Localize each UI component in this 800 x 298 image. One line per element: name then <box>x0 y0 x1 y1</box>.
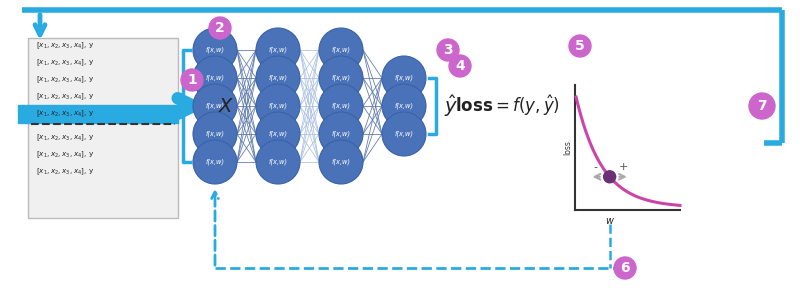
Circle shape <box>449 55 471 77</box>
Text: f(x,w): f(x,w) <box>206 47 225 53</box>
Text: 5: 5 <box>575 39 585 53</box>
Circle shape <box>319 140 363 184</box>
Circle shape <box>256 112 300 156</box>
Text: f(x,w): f(x,w) <box>206 131 225 137</box>
Circle shape <box>749 93 775 119</box>
Text: $\hat{y}$: $\hat{y}$ <box>444 93 458 119</box>
Circle shape <box>181 69 203 91</box>
Text: f(x,w): f(x,w) <box>331 131 350 137</box>
Circle shape <box>256 56 300 100</box>
Text: f(x,w): f(x,w) <box>331 47 350 53</box>
Circle shape <box>256 84 300 128</box>
Text: $\mathbf{loss}$$ = \mathit{f}(y, \hat{y})$: $\mathbf{loss}$$ = \mathit{f}(y, \hat{y}… <box>455 94 560 118</box>
Text: f(x,w): f(x,w) <box>394 103 414 109</box>
Circle shape <box>569 35 591 57</box>
Circle shape <box>193 56 237 100</box>
Text: +: + <box>619 162 628 172</box>
Text: f(x,w): f(x,w) <box>269 47 287 53</box>
Text: 7: 7 <box>757 99 767 113</box>
Text: $[x_1,x_2,x_3,x_4]$, y: $[x_1,x_2,x_3,x_4]$, y <box>36 41 94 51</box>
Text: 1: 1 <box>187 73 197 87</box>
Text: 4: 4 <box>455 59 465 73</box>
Text: f(x,w): f(x,w) <box>394 75 414 81</box>
Circle shape <box>256 28 300 72</box>
Text: $[x_1,x_2,x_3,x_4]$, y: $[x_1,x_2,x_3,x_4]$, y <box>36 167 94 177</box>
Text: f(x,w): f(x,w) <box>331 159 350 165</box>
Text: w: w <box>606 216 614 226</box>
Circle shape <box>319 84 363 128</box>
Text: f(x,w): f(x,w) <box>269 103 287 109</box>
Text: f(x,w): f(x,w) <box>206 75 225 81</box>
Text: $[x_1,x_2,x_3,x_4]$, y: $[x_1,x_2,x_3,x_4]$, y <box>36 92 94 102</box>
Text: f(x,w): f(x,w) <box>269 75 287 81</box>
Bar <box>18 105 28 123</box>
Circle shape <box>319 28 363 72</box>
Text: -: - <box>594 162 598 172</box>
Text: f(x,w): f(x,w) <box>206 103 225 109</box>
Circle shape <box>193 28 237 72</box>
Text: 2: 2 <box>215 21 225 35</box>
Text: $[x_1,x_2,x_3,x_4]$, y: $[x_1,x_2,x_3,x_4]$, y <box>36 75 94 85</box>
Text: f(x,w): f(x,w) <box>331 103 350 109</box>
Text: $[x_1,x_2,x_3,x_4]$, y: $[x_1,x_2,x_3,x_4]$, y <box>36 133 94 143</box>
Circle shape <box>193 140 237 184</box>
Text: $[x_1,x_2,x_3,x_4]$, y: $[x_1,x_2,x_3,x_4]$, y <box>36 150 94 160</box>
Circle shape <box>437 39 459 61</box>
Text: f(x,w): f(x,w) <box>269 131 287 137</box>
Text: $[x_1,x_2,x_3,x_4]$, y: $[x_1,x_2,x_3,x_4]$, y <box>36 109 94 119</box>
Circle shape <box>604 171 616 183</box>
Circle shape <box>193 112 237 156</box>
Text: 6: 6 <box>620 261 630 275</box>
Text: $\mathit{X}$: $\mathit{X}$ <box>218 97 234 116</box>
Circle shape <box>256 140 300 184</box>
Text: $[x_1,x_2,x_3,x_4]$, y: $[x_1,x_2,x_3,x_4]$, y <box>36 58 94 68</box>
Circle shape <box>193 84 237 128</box>
Text: f(x,w): f(x,w) <box>206 159 225 165</box>
Text: f(x,w): f(x,w) <box>269 159 287 165</box>
Circle shape <box>382 112 426 156</box>
Circle shape <box>382 84 426 128</box>
Circle shape <box>319 56 363 100</box>
Circle shape <box>614 257 636 279</box>
Text: f(x,w): f(x,w) <box>394 131 414 137</box>
Bar <box>28 105 178 123</box>
Text: 3: 3 <box>443 43 453 57</box>
Circle shape <box>319 112 363 156</box>
Text: loss: loss <box>563 140 573 155</box>
Bar <box>28 38 178 218</box>
Circle shape <box>382 56 426 100</box>
Circle shape <box>209 17 231 39</box>
Text: f(x,w): f(x,w) <box>331 75 350 81</box>
